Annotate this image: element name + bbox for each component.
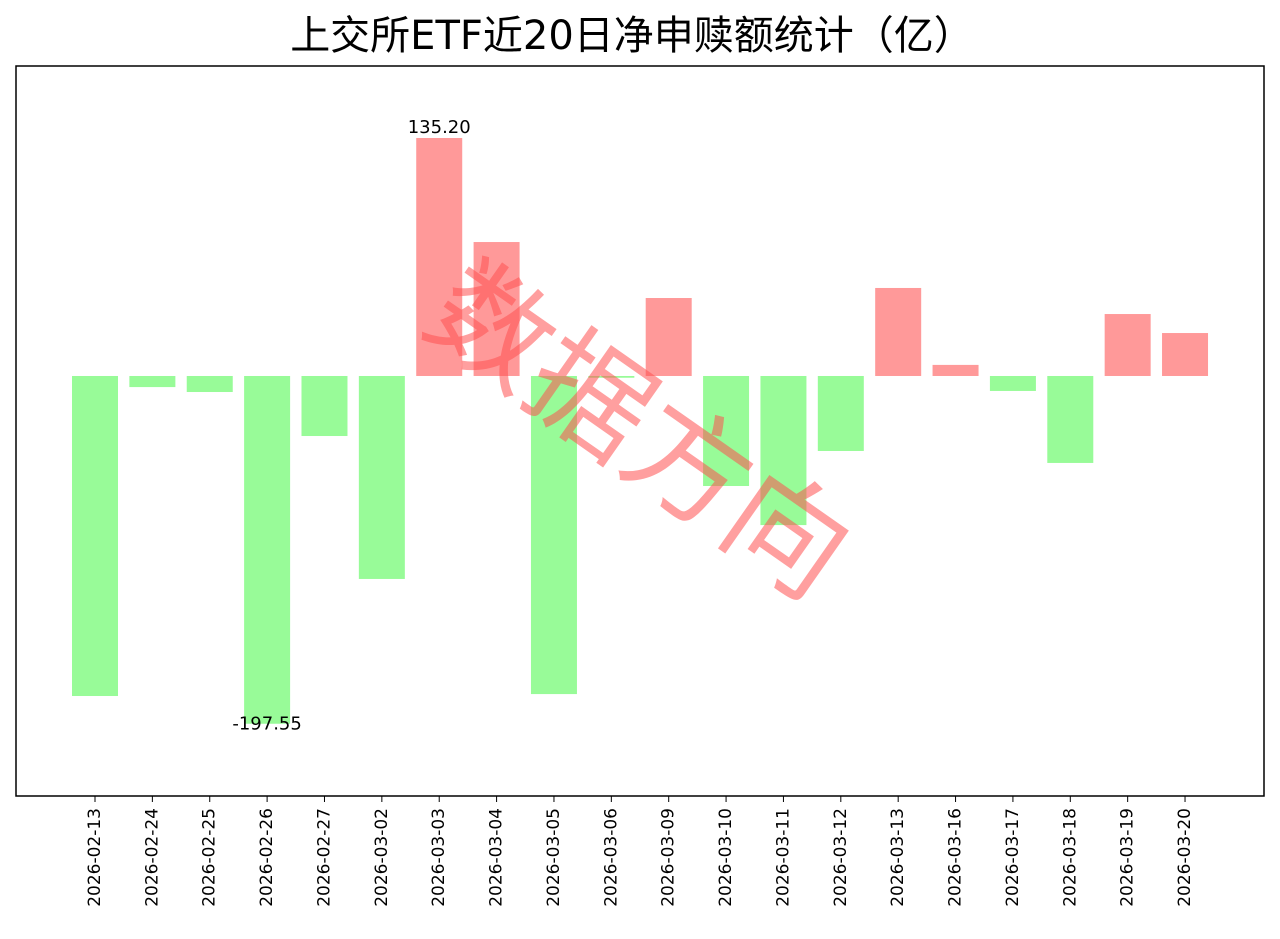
bar (473, 242, 520, 376)
bar (72, 375, 118, 697)
x-tick-label: 2026-02-27 (314, 808, 334, 907)
bar (186, 375, 233, 393)
x-tick-label: 2026-03-10 (716, 808, 736, 907)
x-tick-label: 2026-02-26 (257, 808, 277, 907)
x-tick-label: 2026-02-24 (142, 808, 162, 907)
bar (932, 364, 979, 376)
x-tick-label: 2026-03-13 (888, 808, 908, 907)
bar (358, 375, 405, 579)
bar (645, 298, 692, 376)
bar (1104, 314, 1151, 376)
data-label: 135.20 (408, 117, 471, 138)
data-label: -197.55 (232, 714, 301, 735)
x-tick-label: 2026-03-20 (1175, 808, 1195, 907)
bar (416, 137, 463, 376)
bar (244, 375, 291, 724)
bar (1162, 333, 1209, 376)
bar (817, 375, 864, 451)
x-tick-label: 2026-03-04 (487, 808, 507, 907)
x-tick-label: 2026-02-13 (85, 808, 105, 907)
x-tick-label: 2026-03-03 (429, 808, 449, 907)
x-tick-label: 2026-03-17 (1003, 808, 1023, 907)
x-tick-label: 2026-03-09 (659, 808, 679, 907)
bar (875, 287, 922, 376)
x-tick-label: 2026-03-02 (372, 808, 392, 907)
bar (530, 375, 577, 695)
bar (588, 375, 635, 378)
bar (760, 375, 807, 526)
bar (129, 375, 176, 388)
x-tick-label: 2026-03-16 (946, 808, 966, 907)
x-tick-label: 2026-03-18 (1060, 808, 1080, 907)
x-tick-label: 2026-02-25 (200, 808, 220, 907)
bar (301, 375, 348, 437)
chart-title: 上交所ETF近20日净申赎额统计（亿） (290, 13, 974, 59)
bar (989, 375, 1036, 391)
x-tick-label: 2026-03-11 (773, 808, 793, 907)
x-tick-label: 2026-03-19 (1118, 808, 1138, 907)
bar (1047, 375, 1094, 463)
x-tick-label: 2026-03-06 (601, 808, 621, 907)
x-tick-label: 2026-03-12 (831, 808, 851, 907)
x-tick-label: 2026-03-05 (544, 808, 564, 907)
bar (703, 375, 750, 487)
plot-frame (15, 65, 1265, 797)
